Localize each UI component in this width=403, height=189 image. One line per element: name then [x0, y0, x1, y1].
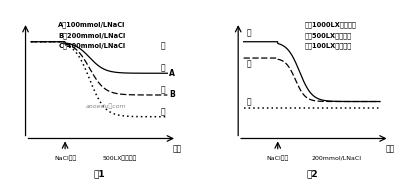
Text: 丙：100LX光照强度: 丙：100LX光照强度	[305, 43, 352, 50]
Text: A：100mmol/LNaCl: A：100mmol/LNaCl	[58, 21, 126, 28]
Text: 图2: 图2	[306, 169, 318, 178]
Text: 率: 率	[160, 108, 165, 117]
Text: 乙: 乙	[246, 59, 251, 68]
Text: 乙：500LX光照强度: 乙：500LX光照强度	[305, 32, 352, 39]
Text: 时间: 时间	[173, 144, 182, 153]
Text: 合: 合	[160, 64, 165, 73]
Text: 图1: 图1	[93, 169, 105, 178]
Text: 速: 速	[160, 86, 165, 95]
Text: NaCl处理: NaCl处理	[54, 156, 76, 161]
Text: 200mmol/LNaCl: 200mmol/LNaCl	[312, 156, 361, 161]
Text: A: A	[169, 69, 175, 78]
Text: 时间: 时间	[385, 144, 395, 153]
Text: 500LX光照强度: 500LX光照强度	[102, 156, 137, 161]
Text: 光: 光	[160, 41, 165, 50]
Text: NaCl处理: NaCl处理	[267, 156, 289, 161]
Text: B: B	[169, 91, 175, 99]
Text: 甲：1000LX光照强度: 甲：1000LX光照强度	[305, 21, 357, 28]
Text: C：400mmol/LNaCl: C：400mmol/LNaCl	[58, 43, 125, 50]
Text: 甲: 甲	[246, 28, 251, 37]
Text: aooedu．com: aooedu．com	[86, 103, 126, 109]
Text: B：200mmol/LNaCl: B：200mmol/LNaCl	[58, 32, 125, 39]
Text: 丙: 丙	[246, 97, 251, 106]
